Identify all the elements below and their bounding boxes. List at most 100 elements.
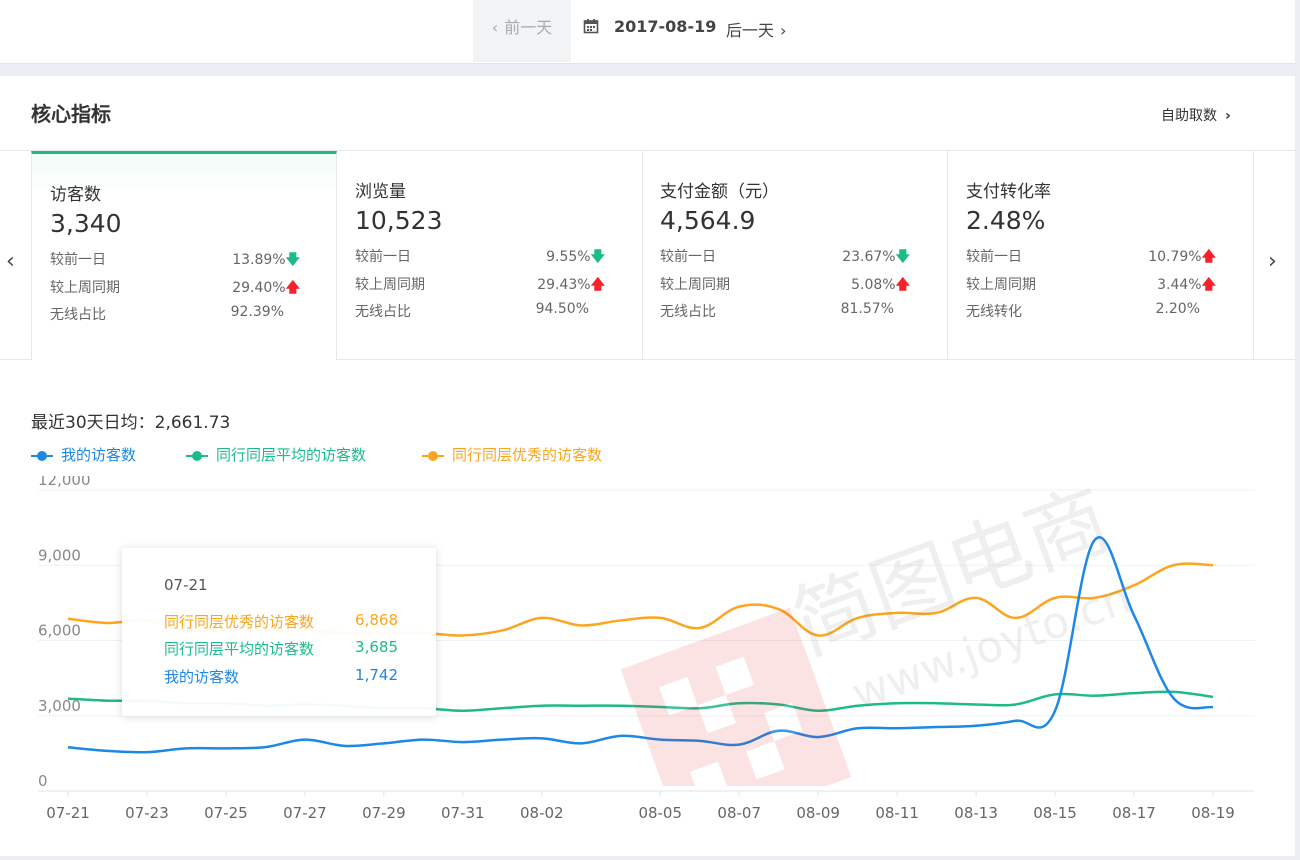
row-value: 10.79% [1148,249,1202,265]
metric-value: 2.48% [966,206,1046,235]
tooltip-row-peer-average: 同行同层平均的访客数 3,685 [164,638,398,659]
legend-item-mine[interactable]: 我的访客数 [31,444,136,465]
x-tick-label: 08-15 [1033,804,1077,822]
metric-name: 访客数 [50,185,101,205]
arrow-up-icon: 🡅 [285,280,300,296]
metric-row: 较上周同期 29.40%🡅 [50,277,300,297]
tooltip-label: 同行同层优秀的访客数 [164,613,315,631]
x-tick-label: 08-11 [875,804,919,822]
arrow-down-icon: 🡇 [285,252,300,268]
row-value: 5.08% [851,277,896,293]
x-tick-label: 08-07 [717,804,761,822]
chevron-right-icon: › [1225,108,1231,124]
y-tick-label: 6,000 [38,622,81,640]
metric-name: 支付转化率 [966,182,1051,202]
panel-title: 核心指标 [31,102,111,126]
row-label: 较上周同期 [966,277,1036,293]
row-label: 较上周同期 [660,277,730,293]
row-label: 无线占比 [355,304,411,320]
metric-row: 较上周同期 3.44%🡅 [966,274,1216,294]
metric-card-payment-amount[interactable]: 支付金额（元） 4,564.9 较前一日 23.67%🡇 较上周同期 5.08%🡅 … [642,151,948,360]
row-label: 无线转化 [966,304,1022,320]
chevron-right-icon[interactable]: › [1268,249,1277,274]
row-value: 29.40% [232,280,286,296]
y-tick-label: 9,000 [38,546,81,564]
metric-card-conversion-rate[interactable]: 支付转化率 2.48% 较前一日 10.79%🡅 较上周同期 3.44%🡅 无线转化… [948,151,1254,360]
legend-label: 同行同层平均的访客数 [216,446,367,464]
arrow-up-icon: 🡅 [1201,277,1216,293]
x-tick-label: 08-09 [796,804,840,822]
x-tick-label: 07-31 [441,804,485,822]
metric-row: 无线占比 81.57% [660,301,910,321]
legend-label: 我的访客数 [61,446,137,464]
row-value: 23.67% [842,249,896,265]
y-tick-label: 3,000 [38,697,81,715]
tooltip-value: 1,742 [355,666,398,684]
legend-marker [186,450,208,461]
metric-cards: ‹ 访客数 3,340 较前一日 13.89%🡇 较上周同期 29.40%🡅 无线占… [0,150,1295,360]
chart-tooltip: 07-21 同行同层优秀的访客数 6,868 同行同层平均的访客数 3,685 我的… [122,548,436,716]
row-label: 较上周同期 [50,280,120,296]
tooltip-value: 6,868 [355,611,398,629]
row-value: 2.20% [1155,301,1200,317]
chevron-left-icon: ‹ [491,18,499,37]
series-line [67,536,1214,754]
x-tick-label: 07-27 [283,804,327,822]
legend-item-peer-top[interactable]: 同行同层优秀的访客数 [422,444,602,465]
row-value: 9.55% [546,249,591,265]
calendar-icon[interactable] [583,18,599,34]
tooltip-row-mine: 我的访客数 1,742 [164,666,398,687]
arrow-up-icon: 🡅 [895,277,910,293]
legend-marker [31,450,53,461]
core-metrics-panel: 核心指标 自助取数 › ‹ 访客数 3,340 较前一日 13.89%🡇 较上周同期… [0,76,1295,856]
arrow-up-icon: 🡅 [1201,249,1216,265]
prev-day-label: 前一天 [504,18,553,37]
metric-row: 无线占比 94.50% [355,301,605,321]
row-value: 3.44% [1157,277,1202,293]
row-label: 较前一日 [355,249,411,265]
current-date[interactable]: 2017-08-19 [614,17,717,36]
x-tick-label: 08-17 [1112,804,1156,822]
arrow-down-icon: 🡇 [895,249,910,265]
x-tick-label: 08-13 [954,804,998,822]
y-tick-label: 0 [38,772,48,790]
tooltip-label: 同行同层平均的访客数 [164,640,315,658]
metric-row: 无线占比 92.39% [50,304,300,324]
metric-row: 较前一日 10.79%🡅 [966,246,1216,266]
arrow-down-icon: 🡇 [590,249,605,265]
metric-card-visitors[interactable]: 访客数 3,340 较前一日 13.89%🡇 较上周同期 29.40%🡅 无线占比 9… [31,151,337,360]
metric-value: 10,523 [355,206,443,235]
date-navigation-bar: ‹ 前一天 2017-08-19 后一天 › [0,0,1295,64]
metric-card-pageviews[interactable]: 浏览量 10,523 较前一日 9.55%🡇 较上周同期 29.43%🡅 无线占比 9… [337,151,643,360]
metric-row: 较上周同期 5.08%🡅 [660,274,910,294]
metric-row: 较前一日 9.55%🡇 [355,246,605,266]
x-tick-label: 08-05 [638,804,682,822]
x-tick-label: 08-02 [520,804,564,822]
row-label: 较前一日 [50,252,106,268]
self-fetch-label: 自助取数 [1161,108,1217,124]
tooltip-label: 我的访客数 [164,668,240,686]
legend-label: 同行同层优秀的访客数 [452,446,603,464]
x-tick-label: 08-19 [1191,804,1235,822]
tooltip-row-peer-top: 同行同层优秀的访客数 6,868 [164,611,398,632]
prev-day-button[interactable]: ‹ 前一天 [473,0,571,62]
chevron-left-icon[interactable]: ‹ [6,249,15,274]
row-label: 无线占比 [660,304,716,320]
x-tick-label: 07-29 [362,804,406,822]
row-value: 81.57% [840,301,894,317]
next-day-button[interactable]: 后一天 › [726,17,786,41]
tooltip-date: 07-21 [164,576,208,594]
metric-row: 较前一日 13.89%🡇 [50,249,300,269]
y-tick-label: 12,000 [38,476,91,489]
x-tick-label: 07-25 [204,804,248,822]
arrow-up-icon: 🡅 [590,277,605,293]
row-value: 13.89% [232,252,286,268]
self-fetch-link[interactable]: 自助取数 › [1161,105,1231,125]
legend-item-peer-average[interactable]: 同行同层平均的访客数 [186,444,366,465]
row-label: 较前一日 [660,249,716,265]
legend-marker [422,450,444,461]
metric-row: 较前一日 23.67%🡇 [660,246,910,266]
metric-value: 3,340 [50,209,122,238]
thirty-day-average: 最近30天日均：2,661.73 [31,413,231,433]
chevron-right-icon: › [780,21,787,40]
